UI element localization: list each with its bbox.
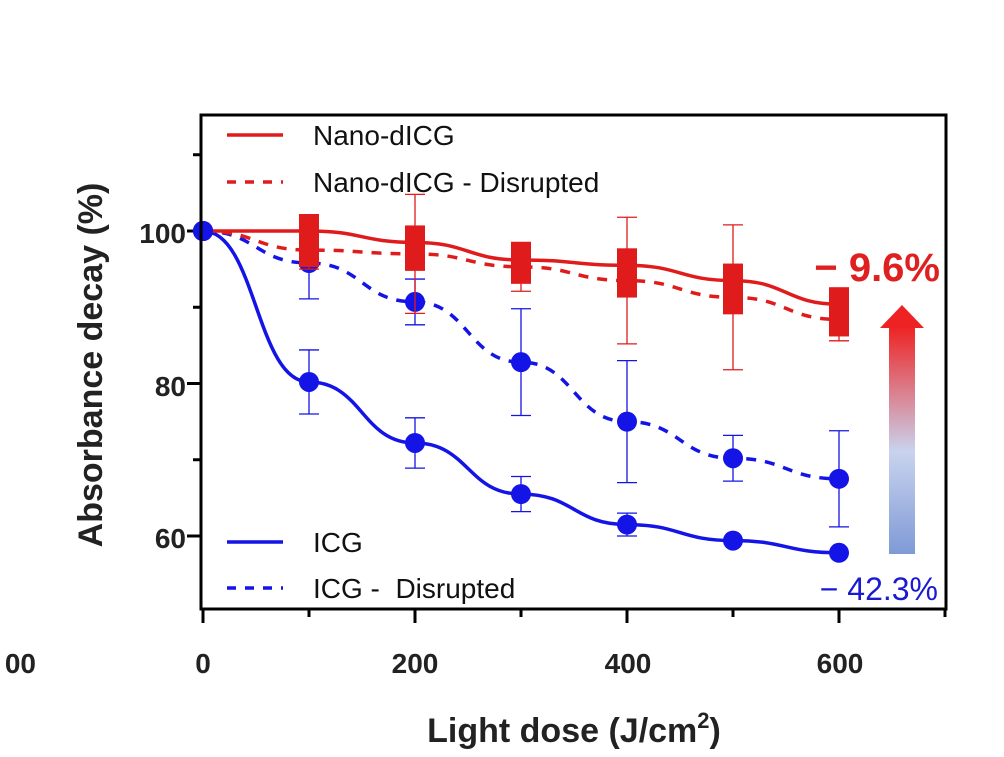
x-tick-label-600: 600 [817, 648, 864, 679]
legend-label-nano-dicg-disrupted: Nano-dICG - Disrupted [313, 167, 599, 198]
x-tick-label-0: 0 [195, 648, 211, 679]
data-point [829, 468, 849, 489]
y-axis-title: Absorbance decay (%) [72, 183, 110, 548]
data-point [723, 448, 743, 469]
x-axis-title-sup: 2 [697, 708, 709, 733]
series-layer [193, 193, 849, 563]
data-point [829, 542, 849, 563]
y-tick-label-100: 100 [139, 218, 186, 249]
legend-label-nano-dicg: Nano-dICG [313, 120, 455, 151]
x-axis-title-main: Light dose (J/cm [427, 712, 697, 750]
data-point [193, 221, 213, 241]
x-tick-label-200: 200 [392, 648, 439, 679]
data-point [511, 242, 531, 277]
data-point [723, 530, 743, 551]
annotation-nano-decay: − 9.6% [814, 246, 940, 290]
series-nano-dicg [193, 214, 849, 322]
legend-top: Nano-dICG Nano-dICG - Disrupted [227, 120, 599, 198]
y-tick-label-80: 80 [155, 371, 186, 402]
data-point [405, 432, 425, 453]
data-point [299, 214, 319, 248]
data-point [617, 248, 637, 283]
legend-bottom: ICG ICG - Disrupted [227, 527, 515, 604]
data-point [511, 352, 531, 373]
x-axis-title: Light dose (J/cm2) [427, 708, 721, 750]
x-axis-title-end: ) [710, 712, 721, 750]
data-point [723, 263, 743, 298]
annotation-icg-decay: − 42.3% [820, 571, 938, 607]
series-line [202, 229, 840, 555]
legend-label-icg-disrupted: ICG - Disrupted [313, 573, 515, 604]
data-point [299, 371, 319, 392]
plot-frame [199, 113, 948, 611]
y-tick-label-60: 60 [155, 523, 186, 554]
series-icg [193, 221, 849, 563]
arrow-shaft [889, 326, 915, 554]
data-point [511, 484, 531, 505]
data-point [617, 514, 637, 535]
x-tick-label-400: 400 [605, 648, 652, 679]
x-tick-label-cut: 00 [5, 648, 36, 679]
data-point [829, 287, 849, 322]
arrow-head [880, 305, 924, 328]
legend-label-icg: ICG [313, 527, 363, 558]
data-point [617, 411, 637, 432]
data-point [405, 225, 425, 260]
up-arrow-icon [880, 305, 924, 554]
